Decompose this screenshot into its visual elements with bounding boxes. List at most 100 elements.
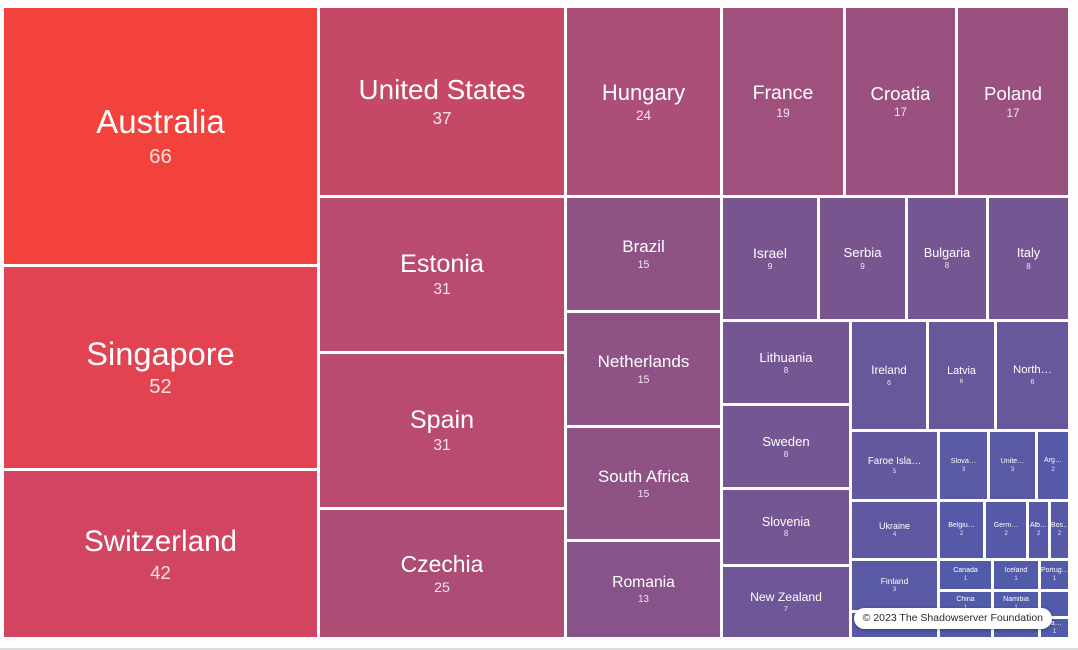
cell-country-label: Namibia <box>1003 595 1029 603</box>
cell-country-label: Ja… <box>1047 619 1062 627</box>
treemap-cell[interactable]: Czechia 25 <box>320 510 564 637</box>
cell-country-label: Netherlands <box>597 352 690 372</box>
cell-count-value: 3 <box>892 587 897 594</box>
cell-country-label: Romania <box>612 574 675 592</box>
treemap-cell[interactable]: Estonia 31 <box>320 198 564 351</box>
treemap-cell[interactable]: Ireland 6 <box>852 322 926 429</box>
cell-country-label: Canada <box>953 566 978 574</box>
attribution-badge: © 2023 The Shadowserver Foundation <box>853 608 1052 629</box>
cell-count-value: 9 <box>767 261 773 272</box>
treemap-cell[interactable]: Latvia 6 <box>929 322 994 429</box>
cell-country-label: Faroe Isla… <box>867 455 922 467</box>
cell-country-label: Finland <box>880 576 909 586</box>
treemap-cell[interactable]: Bulgaria 8 <box>908 198 986 319</box>
cell-count-value: 1 <box>1014 576 1018 583</box>
treemap-cell[interactable]: Sweden 8 <box>723 406 849 487</box>
treemap-cell[interactable]: Serbia 9 <box>820 198 905 319</box>
cell-country-label: Ireland <box>871 364 907 378</box>
cell-country-label: Slovenia <box>761 514 811 529</box>
cell-count-value: 15 <box>637 258 650 271</box>
treemap-cell[interactable]: Croatia 17 <box>846 8 955 195</box>
cell-count-value: 2 <box>1057 531 1062 538</box>
cell-country-label: Hungary <box>601 79 686 105</box>
cell-country-label: South Africa <box>597 466 690 486</box>
treemap-cell[interactable]: Iceland 1 <box>994 561 1038 589</box>
cell-country-label: Lithuania <box>759 349 813 365</box>
treemap-cell[interactable]: Australia 66 <box>4 8 317 264</box>
treemap-cell[interactable]: Netherlands 15 <box>567 313 720 425</box>
treemap-cell[interactable]: Israel 9 <box>723 198 817 319</box>
cell-count-value: 17 <box>1006 106 1020 120</box>
treemap-cell[interactable]: Spain 31 <box>320 354 564 507</box>
cell-country-label: Latvia <box>947 364 976 377</box>
cell-country-label: New Zealand <box>750 589 822 604</box>
cell-count-value: 2 <box>1004 531 1008 538</box>
cell-country-label: Germ… <box>993 521 1019 529</box>
cell-country-label: Unite… <box>1000 457 1025 466</box>
treemap-cell[interactable]: Finland 3 <box>852 561 937 610</box>
treemap-cell[interactable]: Portug… 1 <box>1041 561 1068 589</box>
treemap-cell[interactable]: New Zealand 7 <box>723 567 849 637</box>
treemap-cell[interactable]: Switzerland 42 <box>4 471 317 637</box>
bottom-divider <box>0 648 1078 650</box>
cell-count-value: 8 <box>944 260 950 270</box>
treemap-cell[interactable]: Singapore 52 <box>4 267 317 468</box>
cell-count-value: 1 <box>963 576 968 583</box>
cell-count-value: 19 <box>776 105 790 120</box>
cell-country-label: Bulgaria <box>923 246 971 261</box>
cell-count-value: 15 <box>637 373 650 386</box>
treemap-cell[interactable]: Slova… 3 <box>940 432 987 499</box>
cell-count-value: 3 <box>961 466 966 473</box>
cell-count-value: 1 <box>1052 576 1057 583</box>
cell-count-value: 8 <box>783 529 789 539</box>
treemap-cell[interactable]: Germ… 2 <box>986 502 1026 558</box>
cell-count-value: 52 <box>149 376 172 399</box>
treemap-cell[interactable]: Slovenia 8 <box>723 490 849 564</box>
treemap-cell[interactable]: Hungary 24 <box>567 8 720 195</box>
cell-count-value: 2 <box>959 531 964 538</box>
treemap-cell[interactable]: Brazil 15 <box>567 198 720 310</box>
cell-count-value: 4 <box>892 532 897 539</box>
treemap-cell[interactable]: United States 37 <box>320 8 564 195</box>
cell-count-value: 24 <box>635 107 652 123</box>
cell-country-label: United States <box>358 74 526 106</box>
cell-count-value: 6 <box>959 378 964 386</box>
treemap-cell[interactable]: Ukraine 4 <box>852 502 937 558</box>
treemap-cell[interactable]: South Africa 15 <box>567 428 720 539</box>
treemap-cell[interactable]: Faroe Isla… 5 <box>852 432 937 499</box>
cell-count-value: 7 <box>783 604 789 614</box>
treemap-cell[interactable]: Romania 13 <box>567 542 720 637</box>
cell-count-value: 31 <box>433 437 451 455</box>
cell-country-label: Belgiu… <box>948 521 975 529</box>
cell-count-value: 6 <box>887 377 891 387</box>
cell-count-value: 13 <box>638 593 649 605</box>
treemap-cell[interactable]: North… 6 <box>997 322 1068 429</box>
cell-country-label: Iceland <box>1004 566 1028 574</box>
cell-country-label: Spain <box>409 405 475 434</box>
cell-count-value: 6 <box>1030 378 1035 386</box>
cell-count-value: 3 <box>1010 466 1015 473</box>
cell-country-label: Czechia <box>400 550 484 577</box>
treemap-cell[interactable]: Bos… 2 <box>1051 502 1068 558</box>
treemap-cell[interactable]: Belgiu… 2 <box>940 502 983 558</box>
cell-country-label: Italy <box>1016 245 1041 260</box>
treemap-cell[interactable]: Canada 1 <box>940 561 991 589</box>
treemap-cell[interactable]: Lithuania 8 <box>723 322 849 403</box>
cell-count-value: 25 <box>434 579 450 596</box>
cell-count-value: 1 <box>1052 629 1057 636</box>
treemap-cell[interactable]: Alb… 2 <box>1029 502 1048 558</box>
cell-country-label: Israel <box>753 244 787 261</box>
cell-count-value: 31 <box>433 281 451 299</box>
treemap-cell[interactable]: France 19 <box>723 8 843 195</box>
cell-country-label: France <box>752 82 814 105</box>
treemap-cell[interactable]: Arg… 2 <box>1038 432 1068 499</box>
cell-country-label: Singapore <box>86 335 235 373</box>
cell-country-label: Estonia <box>400 249 484 278</box>
treemap-cell[interactable]: Italy 8 <box>989 198 1068 319</box>
cell-country-label: Poland <box>984 83 1042 105</box>
treemap-cell[interactable]: Unite… 3 <box>990 432 1035 499</box>
cell-count-value: 17 <box>894 106 907 119</box>
cell-country-label: Arg… <box>1044 457 1062 465</box>
treemap-cell[interactable]: Poland 17 <box>958 8 1068 195</box>
